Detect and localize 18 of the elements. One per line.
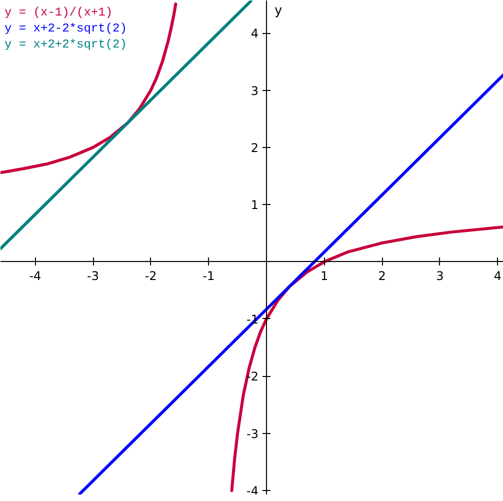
y-tick-label: -4 (246, 484, 258, 498)
y-tick-label: 2 (250, 140, 258, 155)
text: y = x+2-2*sqrt(2) (4, 22, 127, 36)
y-tick-label: -3 (246, 426, 258, 441)
x-tick-label: 4 (494, 268, 502, 283)
text: y = (x-1)/(x+1) (4, 6, 113, 20)
text: y = x+2+2*sqrt(2) (4, 38, 127, 52)
x-tick-label: 3 (436, 268, 444, 283)
y-tick-label: 1 (250, 198, 258, 212)
x-tick-label: -2 (144, 268, 157, 283)
x-tick-label: -4 (29, 268, 42, 283)
x-tick-label: 2 (378, 268, 386, 283)
y-tick-label: 4 (250, 26, 258, 41)
x-tick-label: -1 (202, 268, 215, 283)
y-tick-label: 3 (250, 84, 258, 98)
x-tick-label: 1 (320, 268, 328, 283)
x-tick-label: -3 (87, 268, 99, 283)
y-axis-title: y (274, 4, 282, 18)
